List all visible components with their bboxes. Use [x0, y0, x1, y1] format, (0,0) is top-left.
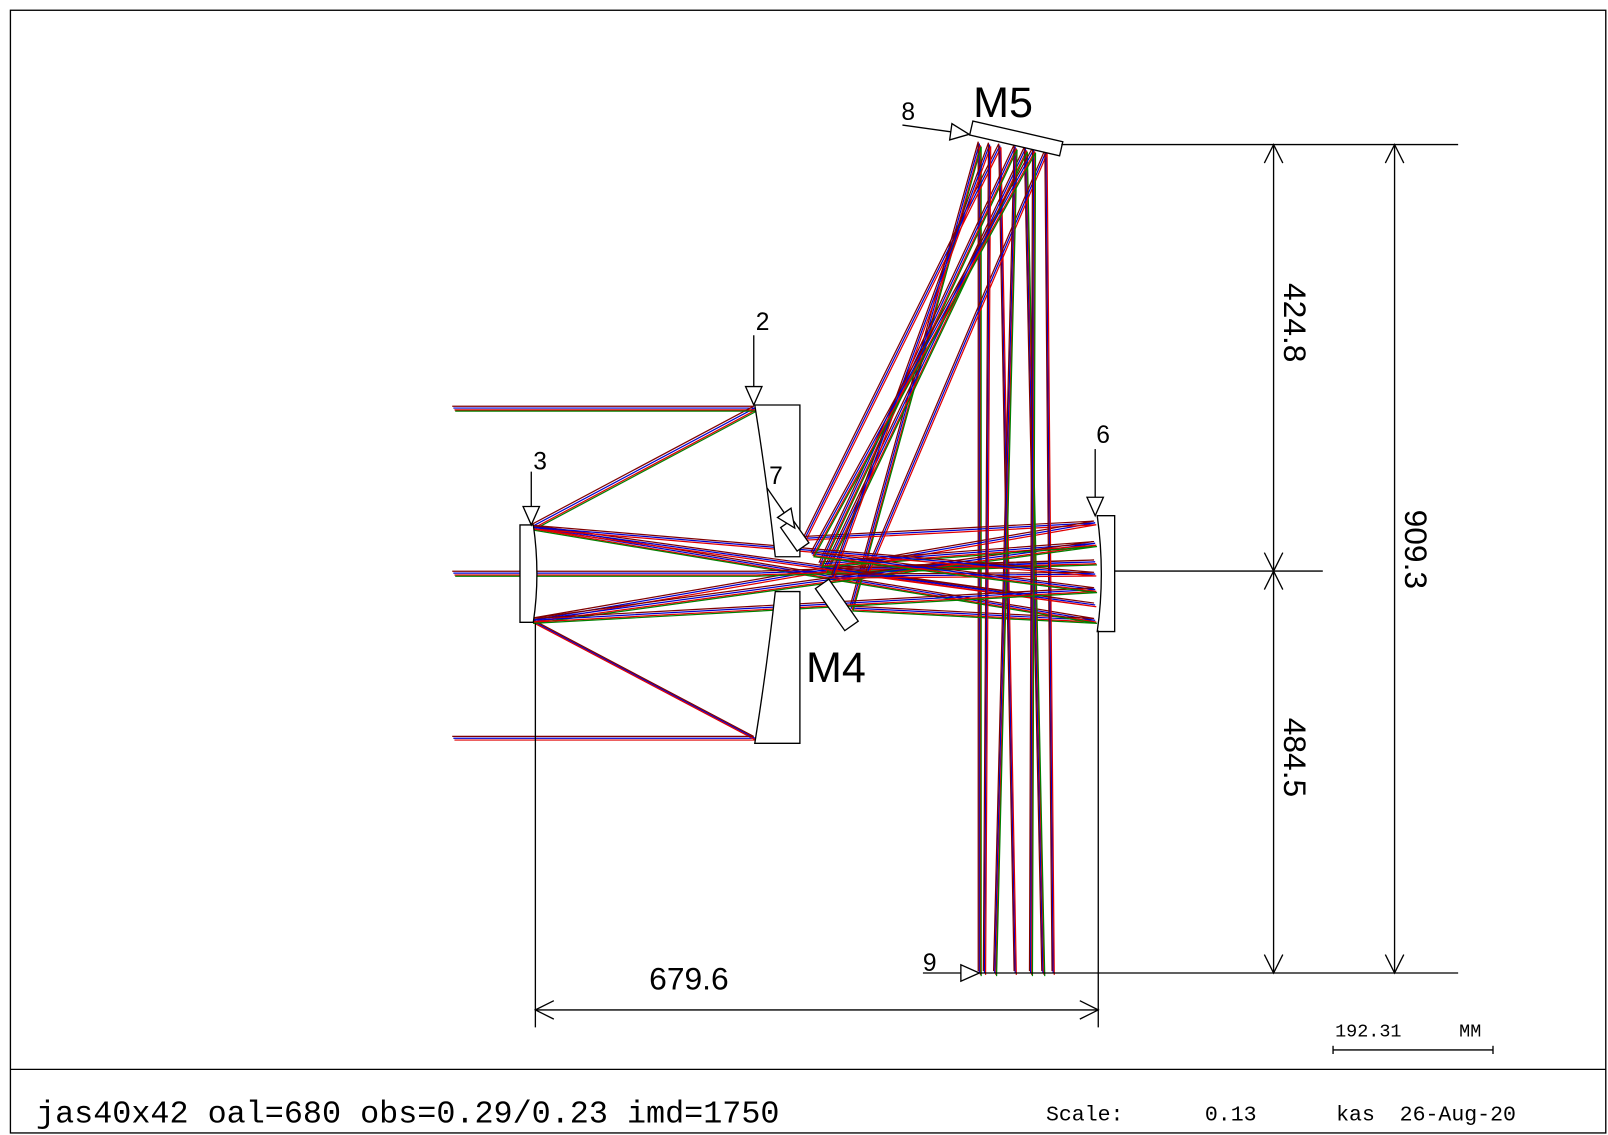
leader-arrowhead — [746, 387, 762, 405]
scale-bar-unit: MM — [1459, 1022, 1481, 1043]
date: 26-Aug-20 — [1400, 1104, 1516, 1128]
design-id: jas40x42 oal=680 obs=0.29/0.23 imd=1750 — [36, 1097, 779, 1133]
surface-label: 6 — [1096, 422, 1110, 449]
dimension-label: 484.5 — [1277, 718, 1313, 798]
dimension-label: 424.8 — [1277, 283, 1313, 363]
dimension-label: 909.3 — [1398, 510, 1434, 590]
leader-arrowhead — [1087, 497, 1103, 515]
leader-arrowhead — [950, 124, 969, 140]
secondary-mirror — [520, 525, 537, 622]
surface-label: 2 — [756, 309, 770, 336]
scale-label: Scale: — [1046, 1104, 1123, 1128]
mirror-label: M5 — [973, 79, 1033, 127]
leader-line — [902, 125, 950, 132]
mirror-label: M4 — [806, 644, 866, 692]
mirror-6 — [1097, 516, 1114, 632]
page: 2 3 6 7 8 9 M4 M5 424.8 484.5 909.3 679.… — [0, 0, 1608, 1135]
optical-layout: 2 3 6 7 8 9 M4 M5 424.8 484.5 909.3 679.… — [0, 0, 1608, 1135]
surface-label: 3 — [533, 449, 547, 476]
scale-value: 0.13 — [1205, 1104, 1257, 1128]
scale-bar-length: 192.31 — [1335, 1022, 1401, 1043]
ray — [530, 150, 1094, 971]
dimension-label: 679.6 — [649, 960, 729, 996]
leader-arrowhead — [961, 965, 979, 981]
surface-label: 7 — [769, 463, 783, 490]
ray-traces — [452, 142, 1097, 976]
primary-mirror-lower — [755, 592, 800, 744]
author: kas — [1336, 1104, 1375, 1128]
ray — [530, 148, 1094, 971]
surface-label: 9 — [923, 950, 937, 977]
surface-label: 8 — [901, 99, 915, 126]
